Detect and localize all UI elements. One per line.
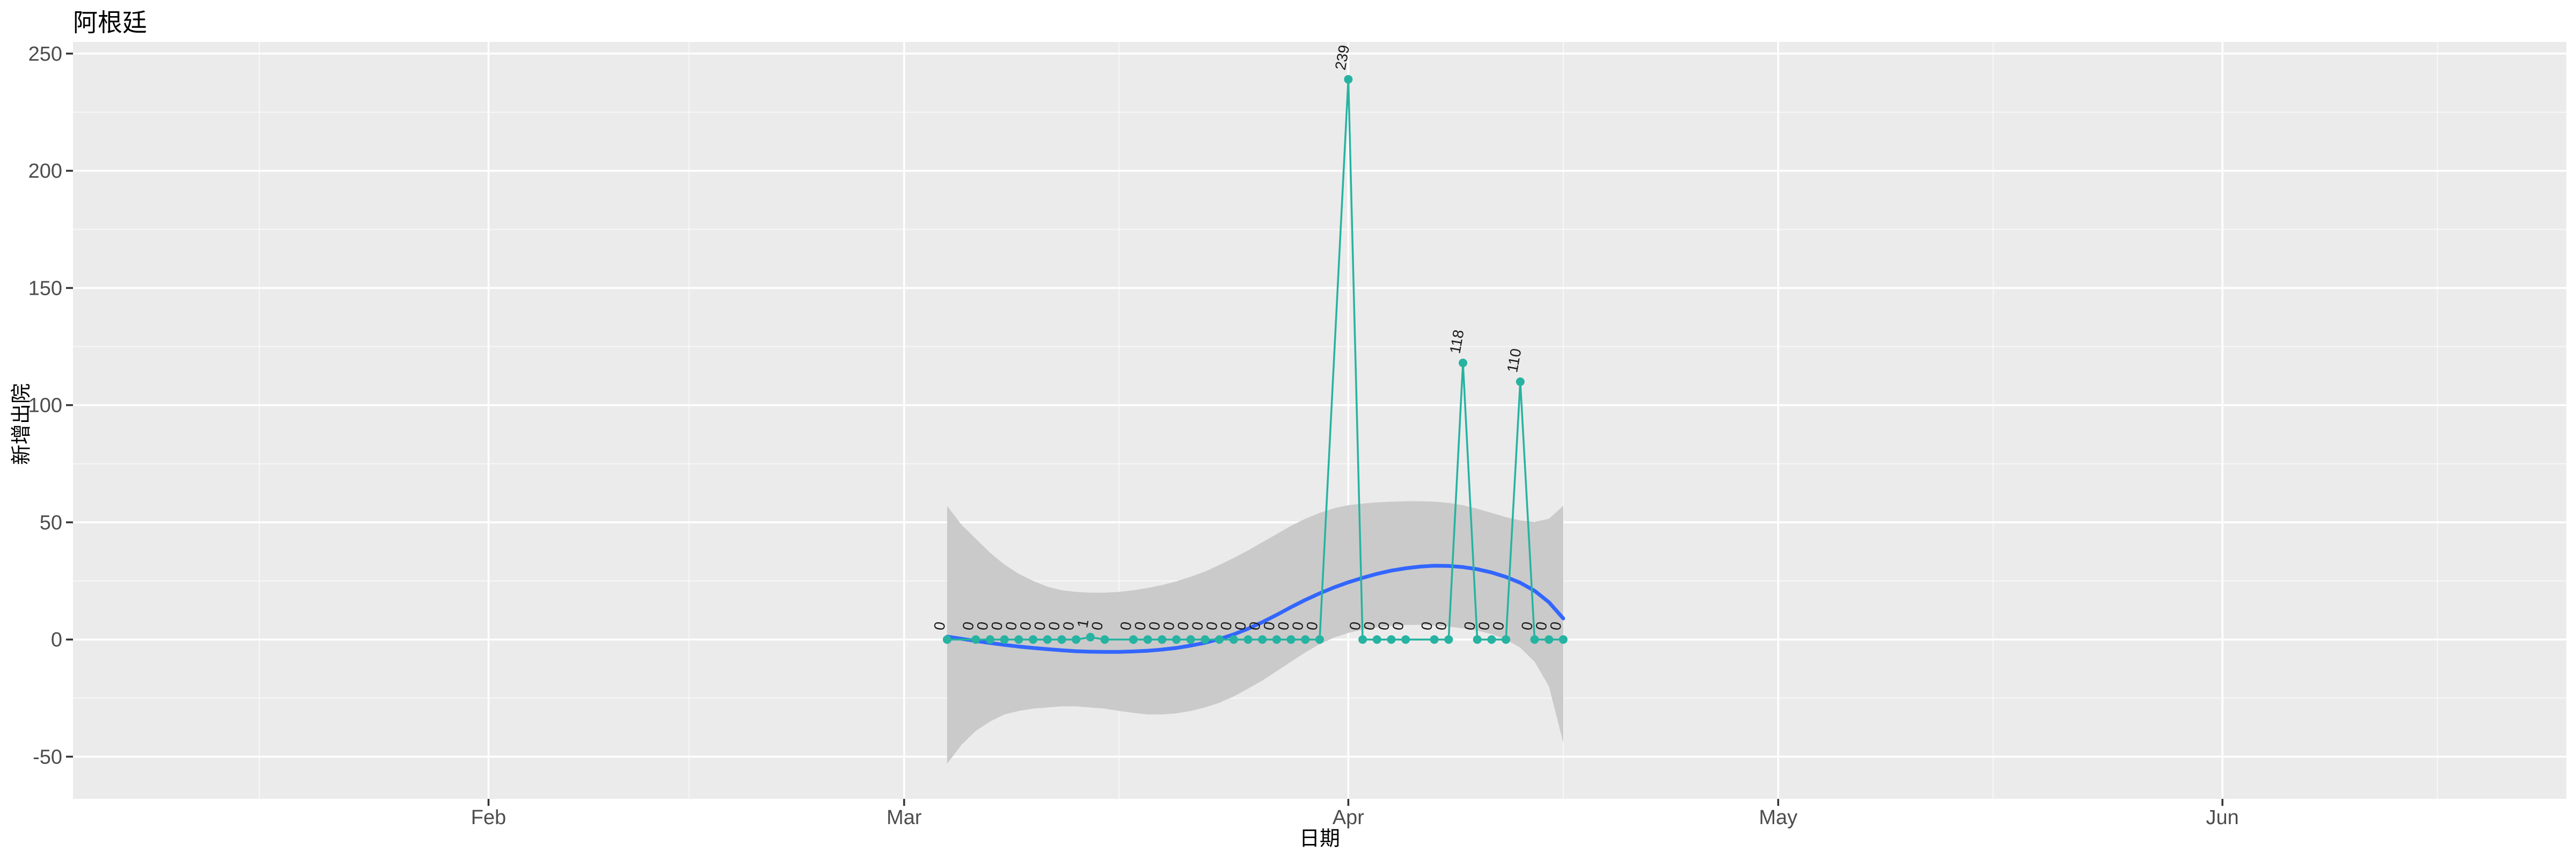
svg-text:0: 0	[1088, 621, 1106, 632]
y-tick-labels: -50 0 50 100 150 200 250	[28, 43, 62, 769]
svg-text:0: 0	[1189, 621, 1206, 632]
svg-text:0: 0	[1533, 621, 1550, 632]
svg-text:0: 0	[1461, 621, 1479, 632]
svg-text:0: 0	[1547, 621, 1564, 632]
svg-text:0: 0	[1031, 621, 1049, 632]
svg-text:Jun: Jun	[2206, 806, 2239, 829]
svg-text:Mar: Mar	[887, 806, 922, 829]
svg-text:0: 0	[1045, 621, 1063, 632]
svg-text:0: 0	[1432, 621, 1450, 632]
svg-text:0: 0	[960, 621, 977, 632]
svg-text:0: 0	[51, 629, 62, 651]
svg-text:0: 0	[988, 621, 1006, 632]
svg-text:Feb: Feb	[471, 806, 506, 829]
svg-text:0: 0	[1489, 621, 1507, 632]
svg-text:0: 0	[1232, 621, 1249, 632]
svg-text:150: 150	[28, 277, 62, 300]
x-tick-labels: Feb Mar Apr May Jun	[471, 806, 2239, 829]
svg-text:0: 0	[1002, 621, 1020, 632]
svg-text:250: 250	[28, 43, 62, 65]
svg-text:-50: -50	[33, 746, 62, 768]
x-axis-title: 日期	[1299, 827, 1341, 850]
svg-text:0: 0	[1217, 621, 1235, 632]
svg-text:0: 0	[1389, 621, 1407, 632]
panel-background	[73, 42, 2566, 799]
svg-text:May: May	[1759, 806, 1798, 829]
svg-text:0: 0	[1418, 621, 1436, 632]
svg-text:0: 0	[1131, 621, 1149, 632]
smooth-line	[945, 564, 1565, 654]
svg-text:1: 1	[1074, 618, 1092, 629]
svg-text:50: 50	[40, 512, 62, 534]
svg-text:0: 0	[1246, 621, 1264, 632]
chart-title: 阿根廷	[73, 9, 147, 37]
svg-text:0: 0	[1059, 621, 1077, 632]
svg-text:0: 0	[1303, 621, 1321, 632]
axis-ticks	[66, 53, 2223, 806]
svg-text:0: 0	[1346, 621, 1364, 632]
svg-text:0: 0	[1518, 621, 1536, 632]
svg-text:0: 0	[974, 621, 991, 632]
svg-text:0: 0	[1117, 621, 1135, 632]
svg-text:0: 0	[1203, 621, 1220, 632]
svg-text:0: 0	[1016, 621, 1034, 632]
series-line	[947, 78, 1563, 640]
svg-text:Apr: Apr	[1333, 806, 1364, 829]
svg-text:0: 0	[1146, 621, 1163, 632]
y-axis-title: 新增出院	[10, 383, 33, 465]
svg-text:0: 0	[1475, 621, 1493, 632]
svg-text:0: 0	[1260, 621, 1278, 632]
svg-text:0: 0	[931, 621, 948, 632]
svg-text:0: 0	[1275, 621, 1292, 632]
svg-text:200: 200	[28, 160, 62, 183]
svg-text:118: 118	[1446, 329, 1467, 355]
svg-text:0: 0	[1160, 621, 1177, 632]
svg-text:0: 0	[1360, 621, 1378, 632]
svg-text:0: 0	[1375, 621, 1393, 632]
svg-text:0: 0	[1174, 621, 1192, 632]
svg-text:110: 110	[1504, 347, 1524, 374]
svg-text:100: 100	[28, 395, 62, 417]
svg-text:0: 0	[1289, 621, 1307, 632]
series-points	[942, 75, 1568, 644]
